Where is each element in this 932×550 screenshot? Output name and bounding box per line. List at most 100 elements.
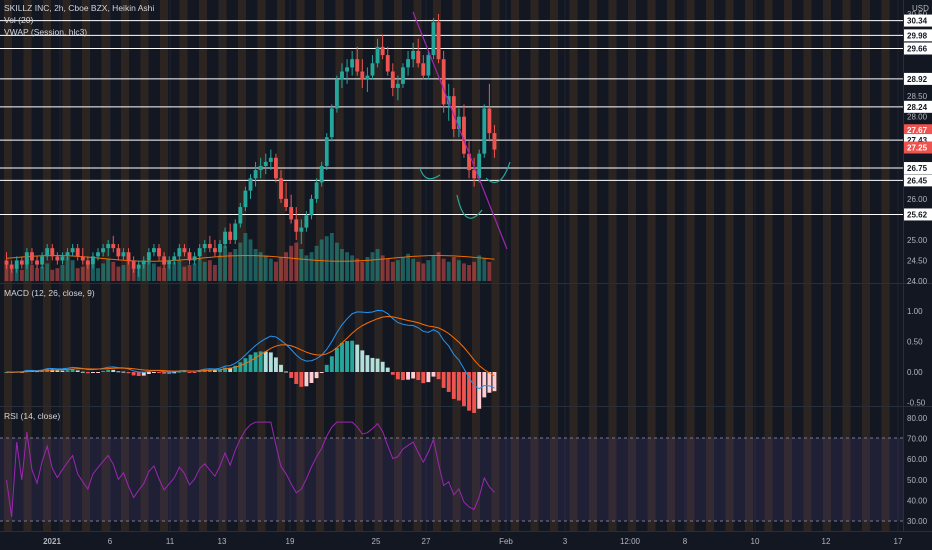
rsi-line bbox=[6, 421, 495, 517]
volume-bar bbox=[75, 268, 80, 281]
rsi-band bbox=[0, 438, 903, 521]
session-band bbox=[803, 0, 812, 531]
macd-histogram-bar bbox=[477, 372, 482, 409]
macd-histogram-bar bbox=[365, 355, 370, 372]
macd-histogram-bar bbox=[197, 371, 202, 373]
candle-body bbox=[212, 248, 217, 253]
candle-body bbox=[299, 227, 304, 232]
macd-histogram-bar bbox=[472, 372, 477, 413]
macd-histogram-bar bbox=[380, 361, 385, 372]
volume-bar bbox=[299, 249, 304, 281]
volume-bar bbox=[411, 258, 416, 281]
volume-bar bbox=[218, 255, 222, 281]
macd-histogram-bar bbox=[126, 372, 131, 374]
candle-body bbox=[192, 256, 197, 261]
time-tick-label: 2021 bbox=[43, 537, 61, 546]
macd-histogram-bar bbox=[319, 372, 324, 373]
candle-body bbox=[426, 55, 431, 76]
rsi-tick-label: 80.00 bbox=[907, 414, 928, 423]
volume-bar bbox=[126, 260, 131, 281]
macd-histogram-bar bbox=[431, 372, 436, 377]
volume-bar bbox=[35, 268, 39, 281]
volume-bar bbox=[50, 269, 55, 281]
volume-bar bbox=[19, 269, 24, 281]
macd-histogram-bar bbox=[141, 372, 146, 376]
time-tick-label: 10 bbox=[751, 537, 760, 546]
macd-histogram-bar bbox=[385, 367, 390, 372]
macd-histogram-bar bbox=[426, 372, 431, 383]
volume-bar bbox=[355, 258, 360, 281]
candle-body bbox=[101, 248, 106, 253]
session-band bbox=[745, 0, 753, 531]
candle-body bbox=[411, 50, 416, 60]
candle-body bbox=[309, 198, 314, 216]
volume-bar bbox=[233, 249, 238, 281]
volume-bar bbox=[197, 258, 202, 281]
macd-histogram-bar bbox=[340, 342, 344, 372]
volume-bar bbox=[416, 261, 421, 281]
price-tag bbox=[904, 208, 932, 221]
macd-histogram-bar bbox=[50, 369, 55, 372]
candle-body bbox=[263, 161, 268, 166]
candle-body bbox=[19, 260, 24, 265]
shoulder-right-curve bbox=[485, 161, 511, 183]
volume-bar bbox=[462, 263, 466, 281]
volume-bar bbox=[436, 252, 441, 281]
macd-histogram-bar bbox=[294, 372, 299, 384]
time-tick-label: 19 bbox=[286, 537, 295, 546]
candle-body bbox=[345, 67, 349, 72]
macd-histogram-bar bbox=[192, 372, 197, 373]
price-tag-label: 29.98 bbox=[907, 31, 928, 40]
volume-bar bbox=[324, 236, 329, 281]
macd-histogram-bar bbox=[75, 370, 80, 372]
price-tag-last-label: 27.25 bbox=[907, 144, 928, 153]
macd-histogram-bar bbox=[65, 370, 70, 372]
volume-bar bbox=[329, 233, 334, 281]
volume-bar bbox=[30, 265, 34, 281]
candle-body bbox=[45, 248, 50, 257]
macd-histogram-bar bbox=[482, 372, 487, 398]
time-axis[interactable]: 2021 6 11 13 19 25 27 Feb 3 12:00 8 10 12 17 bbox=[43, 537, 903, 546]
candle-body bbox=[380, 46, 385, 56]
candle-body bbox=[406, 59, 410, 68]
macd-histogram-bar bbox=[370, 357, 375, 372]
macd-histogram-bar bbox=[248, 354, 253, 372]
candle-body bbox=[24, 252, 29, 265]
session-band bbox=[550, 0, 558, 531]
macd-histogram-bar bbox=[131, 372, 136, 376]
macd-histogram-bar bbox=[436, 372, 441, 380]
candle-body bbox=[289, 207, 294, 220]
price-tick-label: 30.50 bbox=[907, 10, 928, 19]
volume-bar bbox=[431, 255, 436, 281]
candle-body bbox=[223, 231, 228, 245]
legend-symbol: SKILLZ INC, 2h, Cboe BZX, Heikin Ashi bbox=[4, 3, 154, 13]
candle-body bbox=[375, 46, 380, 64]
rsi-tick-label: 60.00 bbox=[907, 455, 928, 464]
macd-histogram-bar bbox=[446, 372, 451, 392]
candle-body bbox=[472, 170, 477, 179]
macd-histogram-bar bbox=[116, 371, 121, 373]
candle-body bbox=[9, 264, 14, 269]
macd-histogram-bar bbox=[406, 372, 410, 380]
volume-bar bbox=[187, 265, 192, 281]
candle-body bbox=[431, 22, 436, 56]
volume-bar bbox=[340, 249, 344, 281]
price-tag-label: 26.45 bbox=[907, 176, 928, 185]
volume-bar bbox=[121, 265, 126, 281]
candle-body bbox=[35, 260, 39, 265]
candle-body bbox=[451, 96, 456, 130]
candle-body bbox=[487, 108, 492, 134]
price-tag-label: 28.92 bbox=[907, 75, 928, 84]
session-band bbox=[686, 0, 695, 531]
candle-body bbox=[85, 260, 90, 265]
volume-bar bbox=[85, 261, 90, 281]
macd-histogram-bar bbox=[111, 369, 116, 372]
volume-bar bbox=[146, 261, 151, 281]
candle-body bbox=[60, 256, 65, 261]
macd-histogram-bar bbox=[253, 352, 258, 372]
price-tick-label: 28.00 bbox=[907, 113, 928, 122]
candle-body bbox=[279, 178, 283, 199]
volume-bar bbox=[40, 266, 45, 281]
